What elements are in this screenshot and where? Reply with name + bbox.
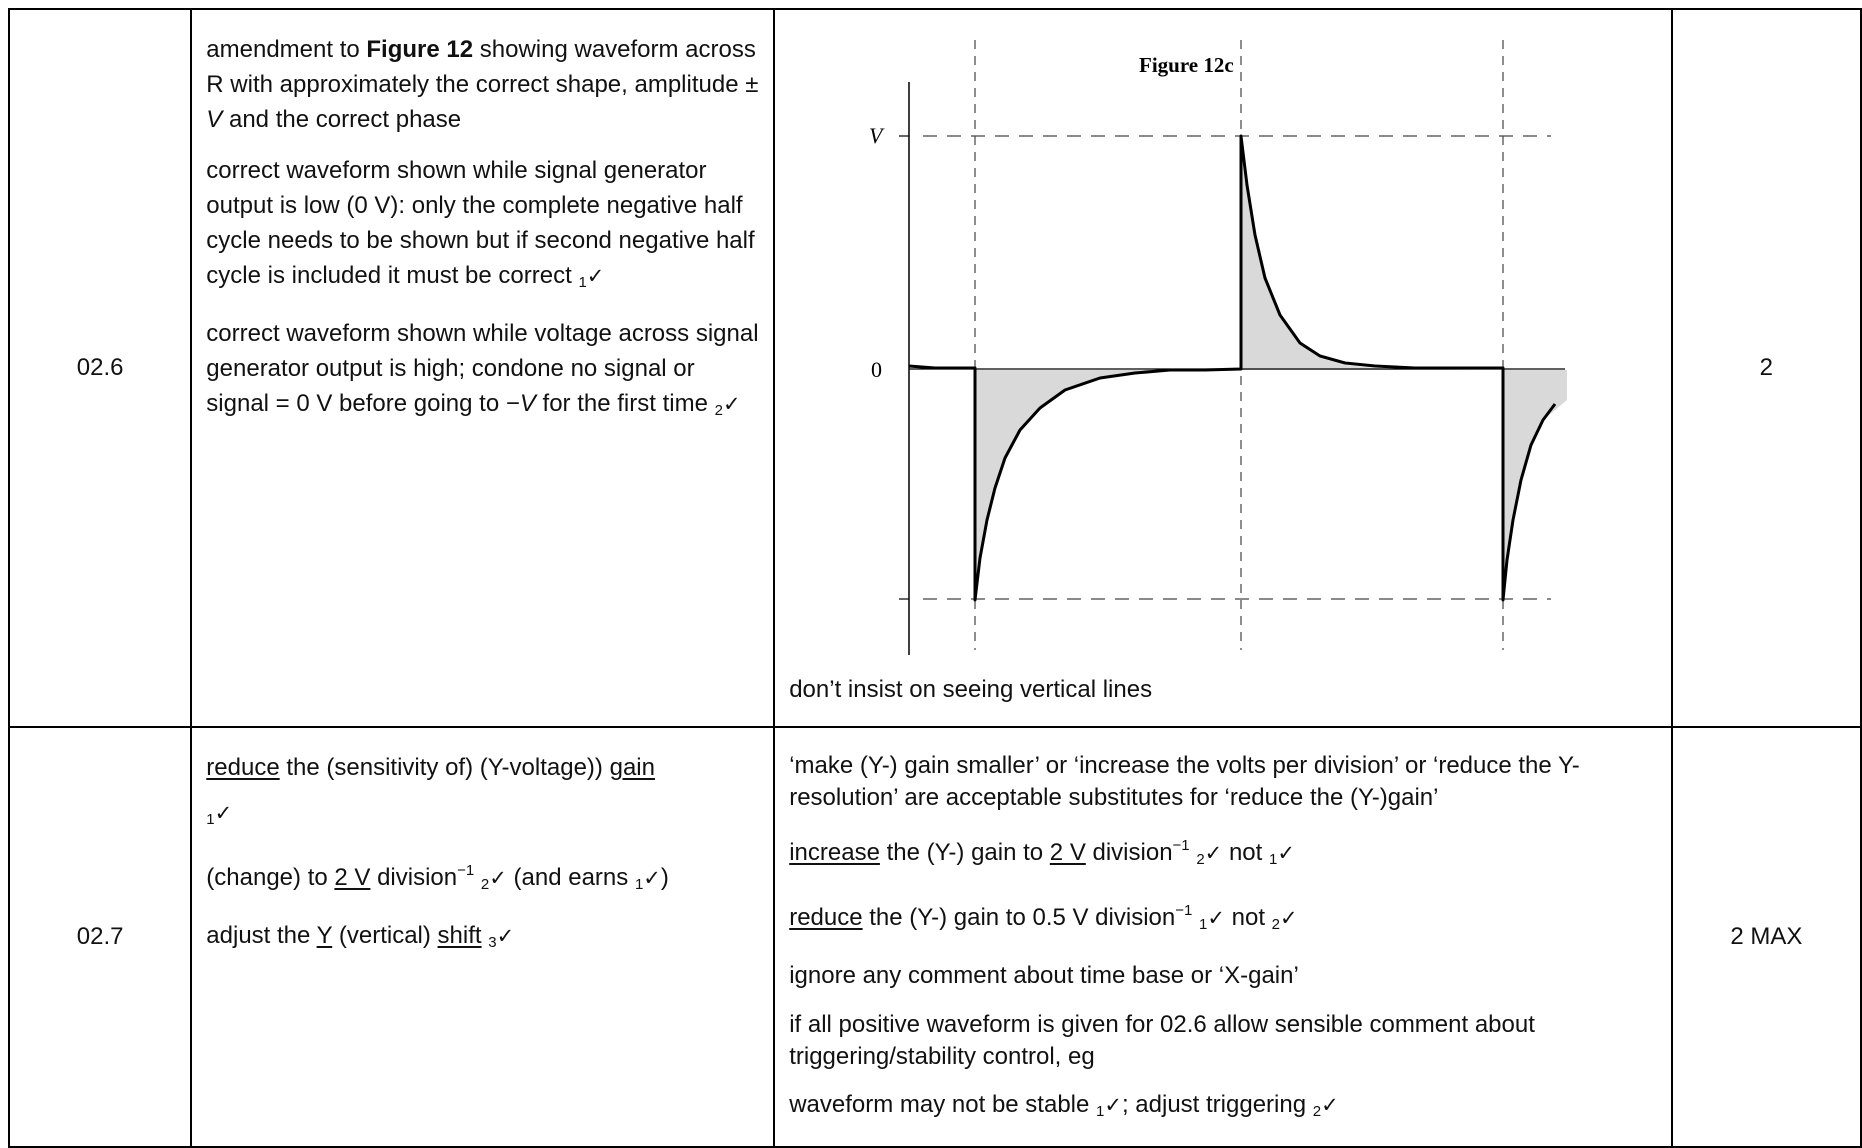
- answer-cell: reduce the (sensitivity of) (Y-voltage))…: [190, 726, 776, 1148]
- check-icon: ✓: [586, 264, 605, 288]
- figure-title: Figure 12c: [1139, 53, 1234, 77]
- answer-line-3: adjust the Y (vertical) shift 3✓: [206, 922, 515, 951]
- answer-line-2: (change) to 2 V division−1 2✓ (and earns…: [206, 862, 669, 893]
- question-number: 02.7: [7, 726, 193, 1148]
- guidance-line-1: ‘make (Y-) gain smaller’ or ‘increase th…: [789, 752, 1580, 811]
- answer-para-3: correct waveform shown while voltage acr…: [206, 320, 759, 419]
- check-icon: ✓: [1207, 906, 1225, 930]
- figure-12c: Figure 12c V 0 don’t insist on seeing ve…: [775, 10, 1670, 703]
- answer-line-1: reduce the (sensitivity of) (Y-voltage))…: [206, 754, 655, 781]
- guidance-line-6: waveform may not be stable 1✓; adjust tr…: [789, 1091, 1339, 1120]
- question-number: 02.6: [7, 8, 193, 728]
- mark-value: 2 MAX: [1670, 726, 1862, 1148]
- shaded-area-1: [975, 370, 1171, 600]
- check-icon: ✓: [643, 866, 661, 890]
- mark-value: 2: [1670, 8, 1862, 728]
- check-icon: ✓: [489, 866, 507, 890]
- check-icon: ✓: [496, 924, 515, 948]
- check-icon: ✓: [214, 801, 233, 825]
- axis-label-v: V: [869, 123, 885, 148]
- guidance-cell: ‘make (Y-) gain smaller’ or ‘increase th…: [773, 726, 1673, 1148]
- guidance-line-4: ignore any comment about time base or ‘X…: [789, 962, 1299, 989]
- guidance-line-5: if all positive waveform is given for 02…: [789, 1011, 1535, 1070]
- check-icon: ✓: [1321, 1093, 1339, 1117]
- axis-label-zero: 0: [871, 357, 882, 382]
- guidance-note: don’t insist on seeing vertical lines: [789, 676, 1153, 703]
- answer-cell: amendment to Figure 12 showing waveform …: [190, 8, 776, 728]
- shaded-area-2: [1241, 136, 1476, 370]
- shaded-area-3: [1503, 370, 1568, 600]
- waveform-trace: [909, 134, 1557, 602]
- check-icon: ✓: [1280, 906, 1298, 930]
- answer-line-1-tick: 1✓: [206, 801, 233, 828]
- guidance-line-3: reduce the (Y-) gain to 0.5 V division−1…: [789, 902, 1298, 933]
- check-icon: ✓: [1104, 1093, 1122, 1117]
- table-row: 02.6 amendment to Figure 12 showing wave…: [7, 8, 1862, 728]
- answer-para-2: correct waveform shown while signal gene…: [206, 157, 755, 291]
- waveform-diagram: Figure 12c V 0: [869, 40, 1568, 655]
- table-row: 02.7 reduce the (sensitivity of) (Y-volt…: [7, 726, 1862, 1148]
- check-icon: ✓: [1277, 841, 1295, 865]
- mark-scheme-table: 02.6 amendment to Figure 12 showing wave…: [7, 8, 1862, 1148]
- guidance-line-2: increase the (Y-) gain to 2 V division−1…: [789, 837, 1295, 868]
- check-icon: ✓: [1204, 841, 1223, 865]
- guidance-cell: Figure 12c V 0 don’t insist on seeing ve…: [773, 8, 1673, 728]
- check-icon: ✓: [722, 392, 741, 416]
- answer-para-1: amendment to Figure 12 showing waveform …: [206, 36, 759, 133]
